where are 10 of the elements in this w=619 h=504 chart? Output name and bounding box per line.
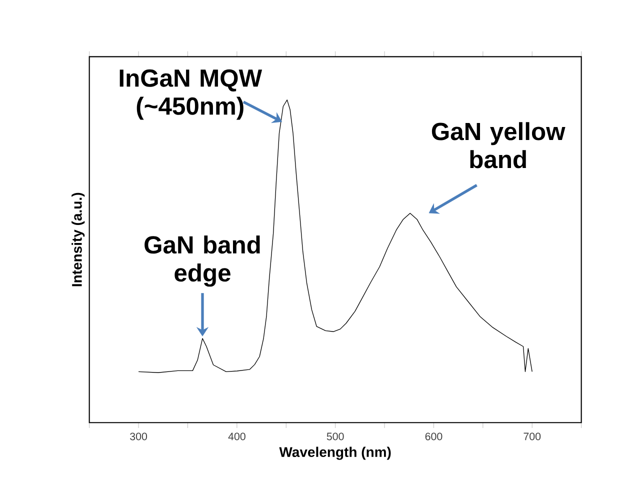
x-tick-label: 400: [228, 432, 246, 440]
x-tick-label: 300: [130, 432, 148, 440]
annotation: GaN yellow band: [432, 122, 566, 168]
annotation: InGaN MQW (~450nm): [120, 69, 262, 120]
x-axis-title: Wavelength (nm): [279, 446, 391, 460]
x-tick-label: 600: [425, 432, 442, 440]
x-tick-label: 700: [524, 432, 541, 440]
annotation: GaN band edge: [144, 236, 260, 287]
y-axis-title: Intensity (a.u.): [72, 192, 85, 286]
x-tick-label: 500: [326, 432, 344, 440]
